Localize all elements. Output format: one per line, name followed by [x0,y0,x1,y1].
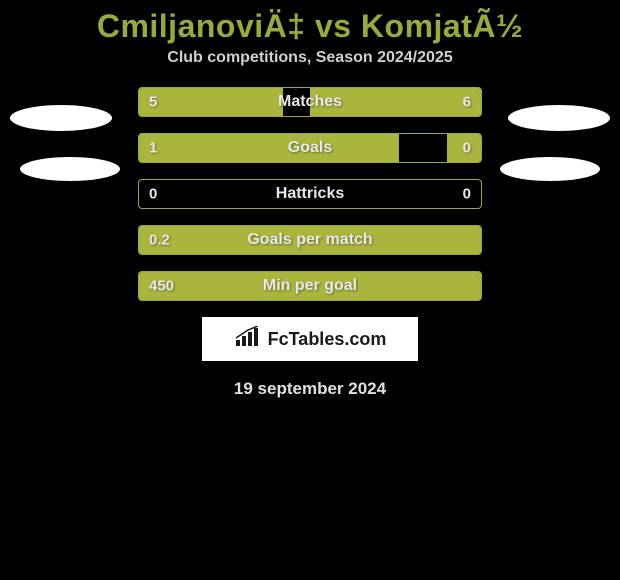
bar-value-left: 0.2 [149,232,170,249]
stat-bar-goals-per-match: 0.2 Goals per match [138,225,482,255]
bar-fill-left [139,134,399,162]
bar-label: Hattricks [276,185,344,203]
player-left-marker-1 [10,105,112,131]
stat-bar-min-per-goal: 450 Min per goal [138,271,482,301]
player-left-marker-2 [20,157,120,181]
bar-value-left: 1 [149,140,157,157]
stat-bar-hattricks: 0 Hattricks 0 [138,179,482,209]
bar-fill-left [139,88,283,116]
date-text: 19 september 2024 [0,379,620,399]
bar-value-left: 450 [149,278,174,295]
stat-bar-matches: 5 Matches 6 [138,87,482,117]
bar-label: Goals [288,139,332,157]
bar-label: Matches [278,93,342,111]
subtitle: Club competitions, Season 2024/2025 [0,49,620,87]
stat-bar-goals: 1 Goals 0 [138,133,482,163]
chart-icon [234,326,262,353]
bar-value-right: 6 [463,94,471,111]
page-title: CmiljanoviÄ‡ vs KomjatÃ½ [0,0,620,49]
player-right-marker-1 [508,105,610,131]
bar-value-left: 0 [149,186,157,203]
bar-label: Goals per match [247,231,372,249]
bar-value-right: 0 [463,186,471,203]
player-right-marker-2 [500,157,600,181]
logo-box: FcTables.com [202,317,418,361]
content-area: 5 Matches 6 1 Goals 0 0 Hattricks 0 0.2 … [0,87,620,399]
bar-value-left: 5 [149,94,157,111]
bar-value-right: 0 [463,140,471,157]
logo-text: FcTables.com [268,329,387,350]
bar-label: Min per goal [263,277,357,295]
stats-container: 5 Matches 6 1 Goals 0 0 Hattricks 0 0.2 … [138,87,482,301]
